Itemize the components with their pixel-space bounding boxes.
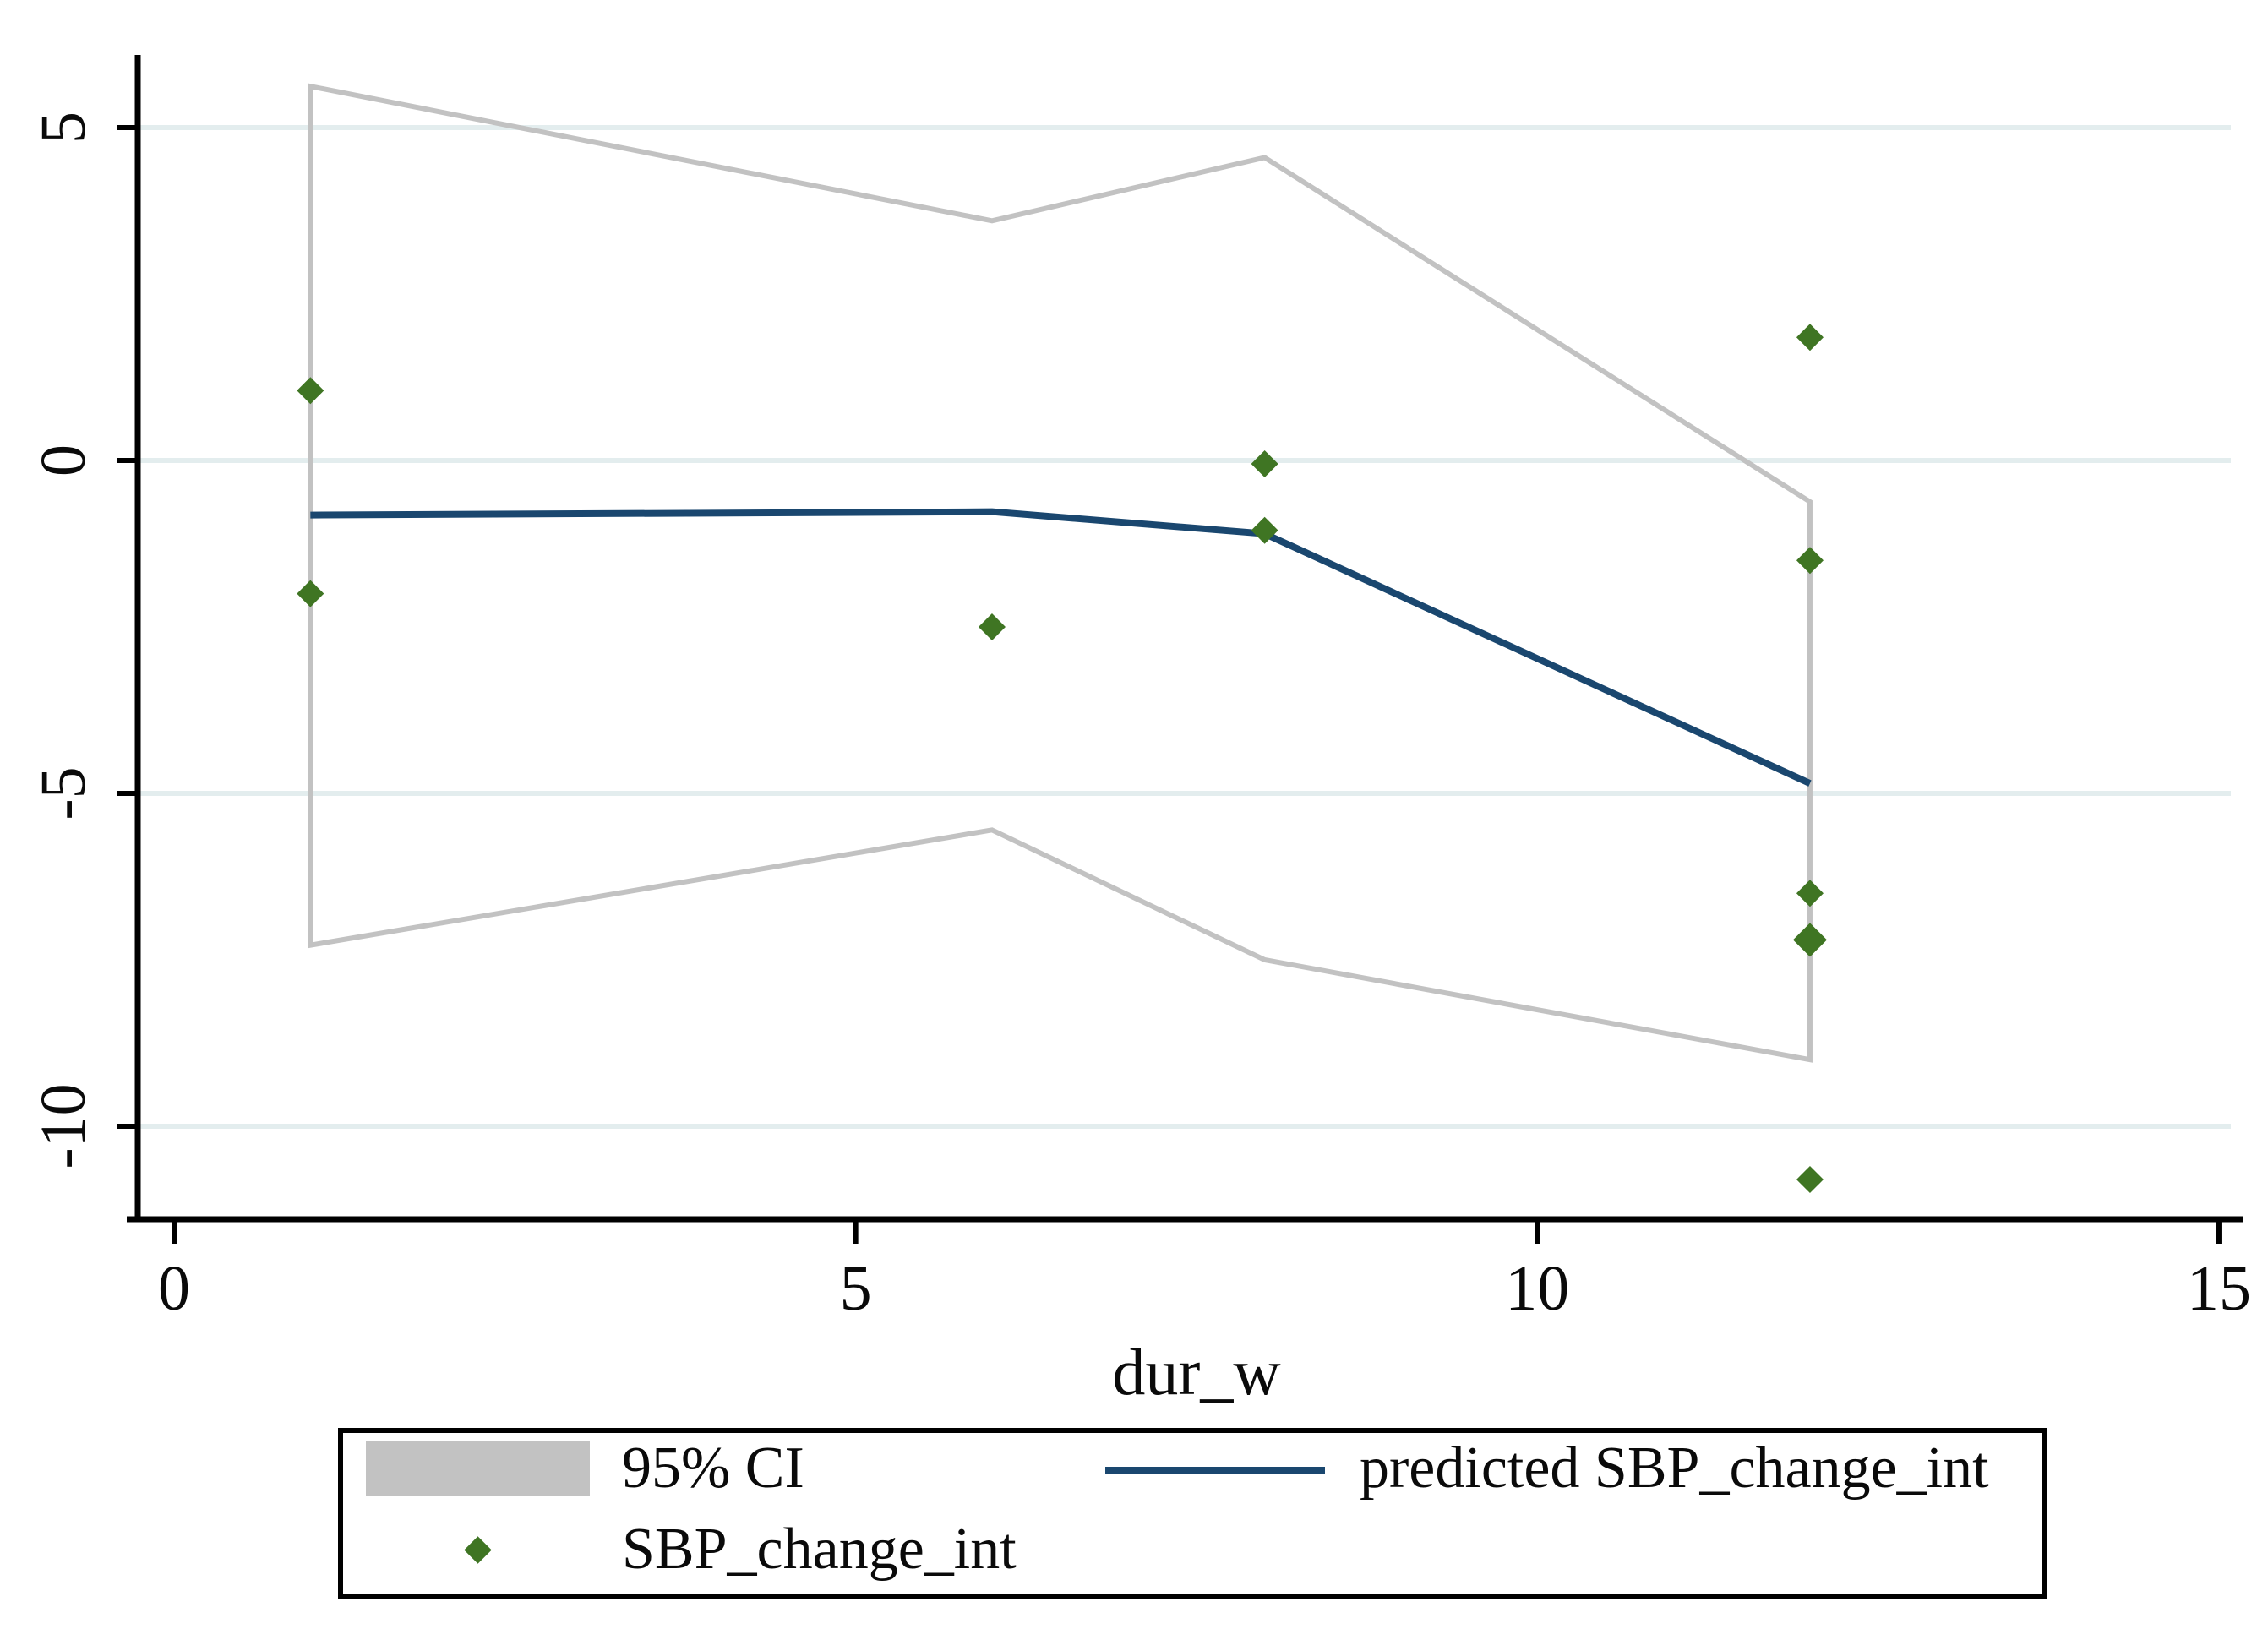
scatter-point [297, 377, 324, 405]
legend-box: 95% CI predicted SBP_change_int SBP_chan… [338, 1428, 2047, 1599]
x-tick-label-5: 5 [840, 1253, 872, 1324]
x-tick-label-15: 15 [2187, 1253, 2251, 1324]
legend-label-predicted: predicted SBP_change_int [1360, 1436, 1989, 1501]
y-tick-labels: 5 0 -5 -10 [28, 112, 99, 1169]
x-tick-labels: 0 5 10 15 [158, 1253, 2251, 1324]
scatter-point [1792, 923, 1827, 957]
scatter-point [1796, 324, 1824, 351]
scatter-point [1251, 516, 1278, 544]
predicted-line [310, 508, 1812, 787]
scatter-point [1251, 449, 1278, 477]
scatter-point [1796, 547, 1824, 575]
scatter-point [1796, 880, 1824, 907]
ci-95-outline [308, 83, 1813, 1063]
y-tick-label-0: 0 [28, 444, 99, 477]
x-tick-label-10: 10 [1505, 1253, 1569, 1324]
scatter-diamond-swatch [464, 1536, 492, 1564]
y-tick-label-5: 5 [28, 112, 99, 144]
y-tick-marks [117, 125, 135, 1129]
y-tick-label--10: -10 [28, 1083, 99, 1169]
x-axis-title: dur_w [1112, 1335, 1280, 1408]
predicted-sbp-line [310, 508, 1812, 787]
scatter-point [297, 580, 324, 607]
scatter-point [1796, 1166, 1824, 1194]
scatter-points [297, 324, 1827, 1194]
ci-band-outline [308, 83, 1813, 1063]
x-tick-marks [172, 1222, 2222, 1244]
legend-label-ci: 95% CI [622, 1436, 804, 1501]
y-tick-label--5: -5 [28, 766, 99, 820]
axis-lines [127, 55, 2243, 1223]
gridlines [138, 125, 2231, 1129]
predicted-line-swatch [1105, 1467, 1325, 1474]
x-tick-label-0: 0 [158, 1253, 190, 1324]
legend-label-sbp: SBP_change_int [622, 1517, 1017, 1582]
scatter-point [978, 613, 1006, 640]
ci-swatch [366, 1441, 590, 1496]
